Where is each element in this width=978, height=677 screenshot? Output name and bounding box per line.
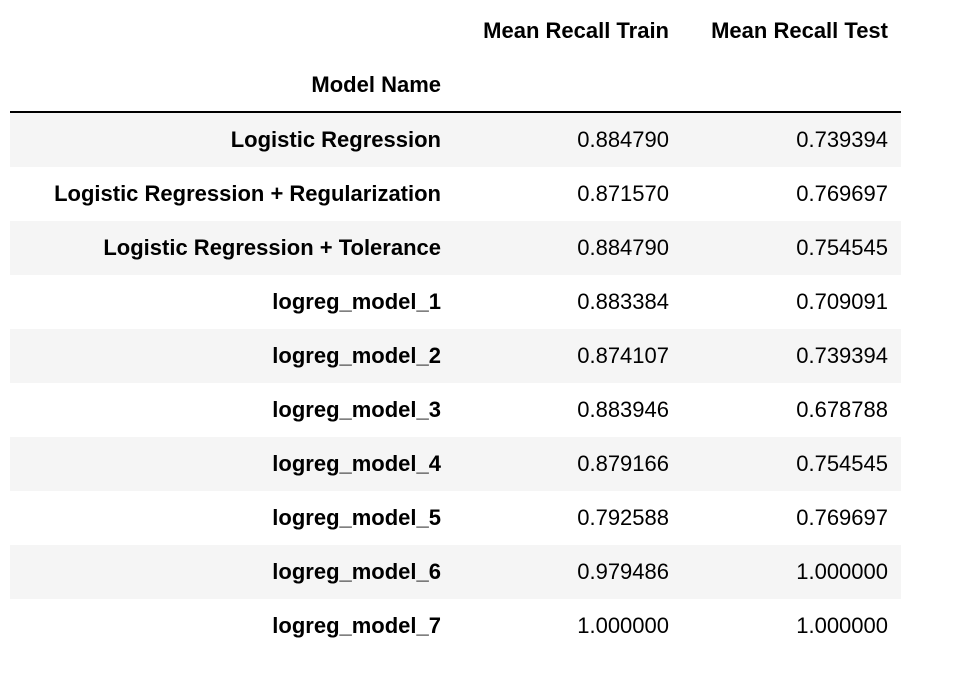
table-row: logreg_model_1 0.883384 0.709091 <box>10 275 901 329</box>
table-row: Logistic Regression 0.884790 0.739394 <box>10 113 901 167</box>
row-index-label: logreg_model_2 <box>272 343 441 369</box>
mean-recall-test-cell: 0.739394 <box>796 127 888 153</box>
table-row: logreg_model_6 0.979486 1.000000 <box>10 545 901 599</box>
mean-recall-train-cell: 1.000000 <box>577 613 669 639</box>
mean-recall-train-cell: 0.979486 <box>577 559 669 585</box>
table-row: logreg_model_2 0.874107 0.739394 <box>10 329 901 383</box>
index-name-header: Model Name <box>311 72 441 98</box>
mean-recall-test-cell: 0.739394 <box>796 343 888 369</box>
mean-recall-test-cell: 0.709091 <box>796 289 888 315</box>
column-header-mean-recall-train: Mean Recall Train <box>483 18 669 44</box>
mean-recall-train-cell: 0.871570 <box>577 181 669 207</box>
row-index-label: logreg_model_1 <box>272 289 441 315</box>
mean-recall-test-cell: 0.754545 <box>796 451 888 477</box>
table-row: logreg_model_5 0.792588 0.769697 <box>10 491 901 545</box>
table-row: logreg_model_3 0.883946 0.678788 <box>10 383 901 437</box>
mean-recall-test-cell: 0.678788 <box>796 397 888 423</box>
mean-recall-train-cell: 0.884790 <box>577 235 669 261</box>
mean-recall-train-cell: 0.884790 <box>577 127 669 153</box>
row-index-label: Logistic Regression + Regularization <box>54 181 441 207</box>
table-row: Logistic Regression + Tolerance 0.884790… <box>10 221 901 275</box>
row-index-label: Logistic Regression <box>231 127 441 153</box>
dataframe-table: Mean Recall Train Mean Recall Test Model… <box>10 0 901 653</box>
mean-recall-train-cell: 0.792588 <box>577 505 669 531</box>
table-header: Mean Recall Train Mean Recall Test Model… <box>10 0 901 113</box>
row-index-label: Logistic Regression + Tolerance <box>103 235 441 261</box>
row-index-label: logreg_model_7 <box>272 613 441 639</box>
mean-recall-test-cell: 0.754545 <box>796 235 888 261</box>
table-row: logreg_model_7 1.000000 1.000000 <box>10 599 901 653</box>
row-index-label: logreg_model_4 <box>272 451 441 477</box>
mean-recall-test-cell: 1.000000 <box>796 559 888 585</box>
row-index-label: logreg_model_3 <box>272 397 441 423</box>
table-row: Logistic Regression + Regularization 0.8… <box>10 167 901 221</box>
mean-recall-test-cell: 0.769697 <box>796 505 888 531</box>
mean-recall-train-cell: 0.874107 <box>577 343 669 369</box>
mean-recall-train-cell: 0.883384 <box>577 289 669 315</box>
mean-recall-train-cell: 0.883946 <box>577 397 669 423</box>
row-index-label: logreg_model_5 <box>272 505 441 531</box>
table-row: logreg_model_4 0.879166 0.754545 <box>10 437 901 491</box>
column-header-mean-recall-test: Mean Recall Test <box>711 18 888 44</box>
mean-recall-train-cell: 0.879166 <box>577 451 669 477</box>
mean-recall-test-cell: 1.000000 <box>796 613 888 639</box>
row-index-label: logreg_model_6 <box>272 559 441 585</box>
mean-recall-test-cell: 0.769697 <box>796 181 888 207</box>
